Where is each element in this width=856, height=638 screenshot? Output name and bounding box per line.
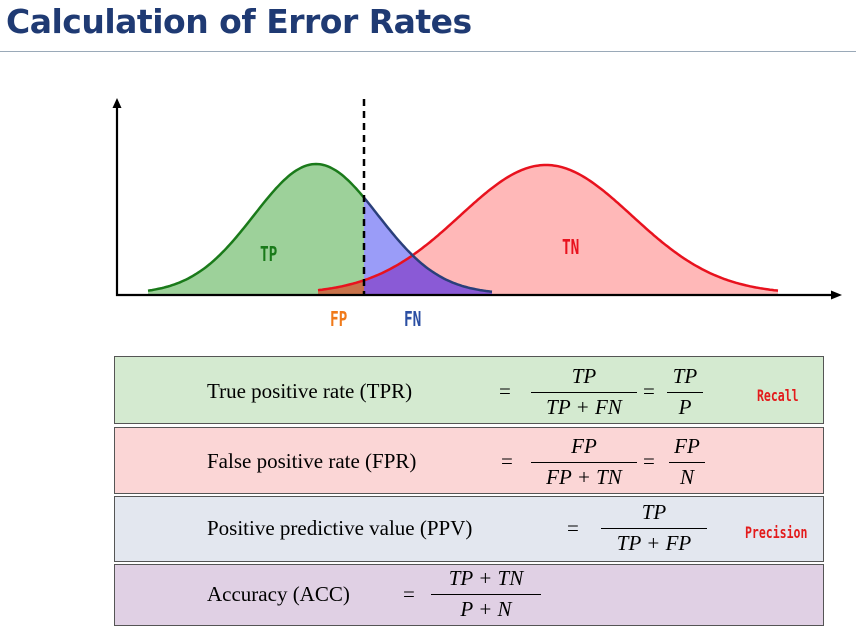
fpr-numerator: FP [571, 434, 597, 458]
ppv-label: Positive predictive value (PPV) [207, 516, 473, 540]
ppv-fraction-bar [601, 528, 707, 530]
fpr-denominator: FP + TN [546, 465, 622, 490]
title-divider [0, 51, 856, 52]
fpr-equals-2: = [643, 449, 655, 473]
acc-fraction-bar [431, 594, 541, 596]
acc-label: Accuracy (ACC) [207, 582, 350, 606]
acc-equals: = [403, 582, 415, 606]
fpr-fraction: FP FP + TN [531, 436, 637, 488]
tpr-fraction-bar [531, 392, 637, 394]
tpr-denominator: TP + FN [546, 395, 622, 420]
ppv-numerator: TP [641, 500, 667, 524]
tpr-fraction-2: TP P [667, 366, 703, 418]
fn-label: FN [404, 307, 422, 331]
tpr-equals: = [499, 379, 511, 403]
distribution-diagram [112, 98, 842, 300]
acc-denominator: P + N [460, 597, 512, 622]
false-negative-curve [364, 195, 493, 293]
positive-distribution-fill [148, 164, 364, 294]
fp-label: FP [330, 307, 348, 331]
negative-distribution-fill [318, 165, 778, 294]
page-title: Calculation of Error Rates [6, 2, 472, 41]
tn-label: TN [562, 235, 580, 259]
fpr-fraction-2: FP N [669, 436, 705, 488]
fpr-fraction-bar-2 [669, 462, 705, 464]
fpr-equals: = [501, 449, 513, 473]
negative-distribution-curve [317, 163, 779, 292]
ppv-formula-box: Positive predictive value (PPV) = TP TP … [114, 496, 824, 562]
overlap-region [364, 165, 492, 294]
tpr-denominator-2: P [678, 395, 692, 420]
fpr-denominator-2: N [679, 465, 694, 490]
tpr-fraction: TP TP + FN [531, 366, 637, 418]
tpr-equals-2: = [643, 379, 655, 403]
ppv-fraction: TP TP + FP [601, 502, 707, 554]
ppv-equals: = [567, 516, 579, 540]
ppv-denominator: TP + FP [616, 531, 692, 556]
x-axis-arrow [831, 290, 842, 300]
acc-numerator: TP + TN [448, 566, 524, 590]
acc-formula-box: Accuracy (ACC) = TP + TN P + N [114, 564, 824, 626]
precision-tag: Precision [745, 523, 808, 542]
fpr-formula-box: False positive rate (FPR) = FP FP + TN =… [114, 427, 824, 494]
tpr-label: True positive rate (TPR) [207, 379, 413, 403]
fpr-label: False positive rate (FPR) [207, 449, 417, 473]
y-axis-arrow [112, 98, 122, 108]
tpr-numerator-2: TP [672, 364, 698, 388]
tpr-formula-box: True positive rate (TPR) = TP TP + FN = … [114, 356, 824, 424]
recall-tag: Recall [757, 386, 799, 405]
positive-distribution-curve [147, 162, 364, 292]
tpr-numerator: TP [571, 364, 597, 388]
fpr-fraction-bar [531, 462, 637, 464]
acc-fraction: TP + TN P + N [431, 568, 541, 620]
tp-label: TP [260, 242, 278, 266]
tpr-fraction-bar-2 [667, 392, 703, 394]
fpr-numerator-2: FP [674, 434, 700, 458]
